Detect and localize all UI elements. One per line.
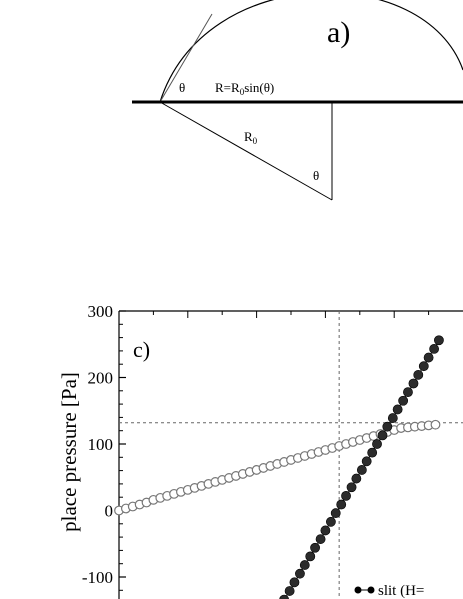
data-point-series-2 — [423, 352, 434, 363]
data-point-series-2 — [356, 465, 367, 475]
data-point-series-2 — [310, 542, 320, 553]
droplet-arc — [159, 0, 463, 103]
data-point-series-2 — [289, 577, 300, 588]
panel-c-label: c) — [133, 337, 150, 362]
data-point-series-2 — [377, 430, 388, 441]
panel-a-label: a) — [327, 16, 350, 49]
theta-label-bottom: θ — [313, 168, 319, 183]
data-point-series-2 — [336, 499, 347, 510]
data-point-series-2 — [387, 413, 398, 423]
r0-label: R0 — [244, 129, 258, 146]
y-tick-label: 200 — [88, 369, 114, 388]
data-point-series-2 — [330, 508, 341, 519]
data-point-series-2 — [367, 447, 378, 458]
y-tick-label: -100 — [82, 568, 113, 587]
theta-label-left: θ — [179, 80, 185, 95]
y-tick-label: 100 — [88, 435, 114, 454]
data-point-series-2 — [429, 344, 440, 354]
data-point-series-2 — [392, 404, 403, 415]
data-point-series-2 — [434, 335, 444, 346]
legend: slit (H= — [354, 583, 424, 599]
formula-main: R=R — [215, 80, 240, 95]
data-point-series-2 — [295, 568, 305, 579]
radius-line — [159, 101, 333, 201]
data-point-series-2 — [326, 516, 336, 527]
y-tick-label: 300 — [88, 302, 114, 321]
r0-main: R — [244, 129, 253, 144]
data-point-series-2 — [413, 369, 424, 380]
data-point-series-2 — [403, 387, 413, 398]
data-point-series-2 — [361, 456, 372, 467]
y-axis-title: place pressure [Pa] — [57, 372, 81, 532]
data-point-series-2 — [320, 525, 331, 536]
legend-marker-left — [354, 586, 362, 594]
panel-c: place pressure [Pa] 300 200 100 0 -100 c) sl… — [57, 302, 463, 599]
data-point-series-2 — [346, 482, 357, 493]
formula-sub: 0 — [240, 87, 245, 97]
data-point-series-2 — [315, 534, 326, 544]
data-point-series-2 — [408, 378, 419, 389]
panel-a: a) θ R=R0sin(θ) R0 θ — [132, 0, 463, 201]
formula-label: R=R0sin(θ) — [215, 80, 274, 97]
data-point-series-2 — [398, 395, 409, 406]
data-point-series-2 — [279, 594, 289, 599]
r0-sub: 0 — [253, 136, 258, 146]
data-point-series-2 — [418, 361, 429, 372]
legend-marker-right — [367, 586, 375, 594]
x-ticks — [152, 311, 430, 318]
legend-label: slit (H= — [378, 583, 424, 599]
data-point-series-2 — [382, 421, 393, 432]
data-point-series-1 — [430, 419, 441, 430]
data-point-series-2 — [341, 490, 351, 501]
series-group — [114, 335, 444, 599]
data-point-series-2 — [305, 551, 316, 562]
data-point-series-2 — [284, 586, 295, 596]
data-point-series-2 — [372, 439, 382, 449]
tangent-line — [159, 13, 213, 103]
data-point-series-2 — [299, 560, 310, 570]
formula-tail: sin(θ) — [244, 80, 274, 95]
data-point-series-2 — [351, 473, 362, 484]
y-tick-label: 0 — [105, 502, 114, 521]
